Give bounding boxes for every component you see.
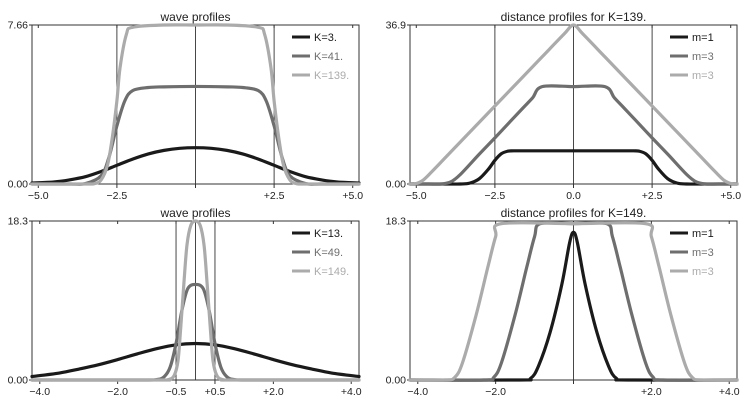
y-tick-label: 18.3 <box>8 216 29 228</box>
y-tick-label: 7.66 <box>8 20 29 32</box>
series-line-1 <box>408 149 739 186</box>
legend-label: K=41. <box>314 51 343 63</box>
x-tick-label: −2.5 <box>107 190 128 202</box>
legend-label: m=1 <box>692 228 714 240</box>
chart-panel-1: wave profiles −5.0 −2.5 +2.5 +5.0 0.00 7.66 K=3… <box>8 10 364 202</box>
x-tick-label: +2.0 <box>263 386 284 398</box>
chart-title: distance profiles for K=139. <box>501 10 647 24</box>
legend-label: m=3 <box>692 266 714 278</box>
y-tick-label: 0.00 <box>386 179 407 191</box>
x-tick-label: −5.0 <box>406 190 427 202</box>
y-tick-label: 36.9 <box>386 20 407 32</box>
chart-title: distance profiles for K=149. <box>501 206 647 220</box>
x-tick-label: −2.5 <box>485 190 506 202</box>
x-tick-label: +2.5 <box>642 190 663 202</box>
y-tick-label: 18.3 <box>386 216 407 228</box>
series-line-3 <box>30 219 361 382</box>
chart-panel-2: distance profiles for K=139. −5.0 −2.5 0.0 +… <box>386 10 742 202</box>
series-line-2 <box>408 84 739 186</box>
series-line-1 <box>30 146 361 185</box>
x-tick-label: +4.0 <box>719 386 740 398</box>
chart-panel-3: wave profiles −4.0 −2.0 −0.5 +0.5 +2.0 +4.0 0.0… <box>8 206 362 398</box>
chart-title: wave profiles <box>159 206 230 220</box>
series-line-3 <box>408 221 739 382</box>
x-tick-label: −2.0 <box>107 386 128 398</box>
legend-label: K=149. <box>314 266 349 278</box>
x-tick-label: +5.0 <box>720 190 741 202</box>
x-tick-label: −0.5 <box>166 386 187 398</box>
legend-label: K=13. <box>314 228 343 240</box>
legend-label: K=139. <box>314 70 349 82</box>
x-tick-label: 0.0 <box>566 190 581 202</box>
x-tick-label: +0.5 <box>205 386 226 398</box>
series-line-3 <box>408 23 739 186</box>
legend-label: K=49. <box>314 247 343 259</box>
legend-label: K=3. <box>314 32 337 44</box>
legend-label: m=3 <box>692 247 714 259</box>
x-tick-label: −4.0 <box>407 386 428 398</box>
chart-title: wave profiles <box>159 10 230 24</box>
y-tick-label: 0.00 <box>386 375 407 387</box>
x-tick-label: +2.5 <box>264 190 285 202</box>
series-line-1 <box>408 230 739 382</box>
legend-label: m=3 <box>692 70 714 82</box>
series-line-1 <box>30 341 361 379</box>
x-tick-label: +5.0 <box>342 190 363 202</box>
series-line-3 <box>30 23 361 186</box>
x-tick-label: −2.0 <box>485 386 506 398</box>
chart-panel-4: distance profiles for K=149. −4.0 −2.0 +2.0… <box>386 206 740 398</box>
x-tick-label: +2.0 <box>641 386 662 398</box>
y-tick-label: 0.00 <box>8 179 29 191</box>
x-tick-label: −4.0 <box>29 386 50 398</box>
legend-label: m=1 <box>692 32 714 44</box>
y-tick-label: 0.00 <box>8 375 29 387</box>
legend-label: m=3 <box>692 51 714 63</box>
x-tick-label: −5.0 <box>28 190 49 202</box>
x-tick-label: +4.0 <box>341 386 362 398</box>
